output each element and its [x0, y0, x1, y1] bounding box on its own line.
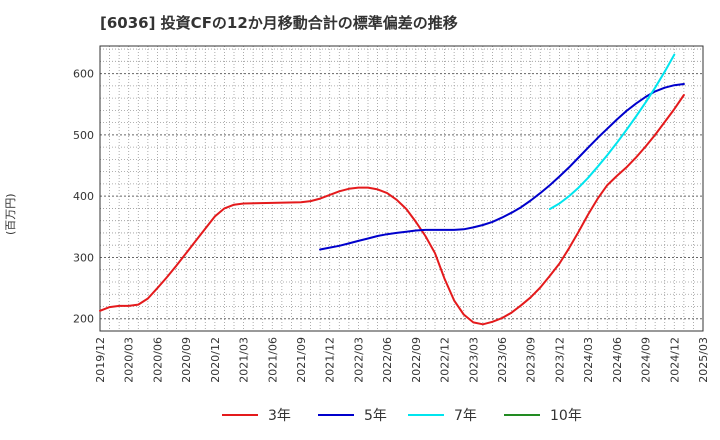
x-tick-label: 2025/03 [697, 337, 710, 383]
x-tick-label: 2024/12 [668, 337, 681, 383]
chart-title: [6036] 投資CFの12か月移動合計の標準偏差の推移 [100, 14, 458, 32]
x-tick-label: 2023/12 [553, 337, 566, 383]
y-tick-label: 400 [73, 190, 94, 203]
x-tick-label: 2021/06 [266, 337, 279, 383]
legend-label: 10年 [550, 408, 582, 424]
x-tick-label: 2024/09 [640, 337, 653, 383]
y-tick-label: 600 [73, 68, 94, 81]
x-tick-label: 2022/09 [410, 337, 423, 383]
legend-swatch [504, 414, 540, 416]
x-tick-label: 2021/09 [295, 337, 308, 383]
x-tick-label: 2024/06 [611, 337, 624, 383]
series-line-7年 [548, 53, 676, 210]
x-axis-ticks: 2019/12 2020/03 2020/06 2020/09 2020/12 2021/… [94, 337, 710, 383]
x-tick-label: 2023/09 [525, 337, 538, 383]
legend-label: 7年 [454, 408, 477, 424]
y-tick-label: 500 [73, 129, 94, 142]
legend-swatch [408, 414, 444, 416]
legend: 3年 5年 7年 10年 [0, 404, 720, 426]
x-tick-label: 2019/12 [94, 337, 107, 383]
x-tick-label: 2020/06 [151, 337, 164, 383]
x-tick-label: 2021/12 [324, 337, 337, 383]
legend-label: 3年 [268, 408, 291, 424]
x-tick-label: 2020/12 [209, 337, 222, 383]
series-line-5年 [319, 83, 685, 251]
legend-swatch [318, 414, 354, 416]
y-axis-ticks: 200 300 400 500 600 [73, 68, 94, 326]
x-tick-label: 2020/03 [123, 337, 136, 383]
legend-item: 5年 [318, 404, 387, 426]
legend-item: 3年 [222, 404, 291, 426]
x-tick-label: 2022/12 [439, 337, 452, 383]
x-tick-label: 2020/09 [180, 337, 193, 383]
series-lines [99, 53, 685, 326]
x-tick-label: 2023/06 [496, 337, 509, 383]
y-tick-label: 300 [73, 251, 94, 264]
x-tick-label: 2022/03 [352, 337, 365, 383]
y-tick-label: 200 [73, 313, 94, 326]
legend-swatch [222, 414, 258, 416]
x-tick-label: 2023/03 [467, 337, 480, 383]
x-tick-label: 2024/03 [582, 337, 595, 383]
grid-lines [99, 46, 704, 331]
x-tick-label: 2022/06 [381, 337, 394, 383]
series-line-3年 [99, 94, 685, 326]
plot-area [99, 45, 704, 332]
legend-item: 10年 [504, 404, 582, 426]
legend-label: 5年 [364, 408, 387, 424]
x-tick-label: 2021/03 [238, 337, 251, 383]
legend-item: 7年 [408, 404, 477, 426]
